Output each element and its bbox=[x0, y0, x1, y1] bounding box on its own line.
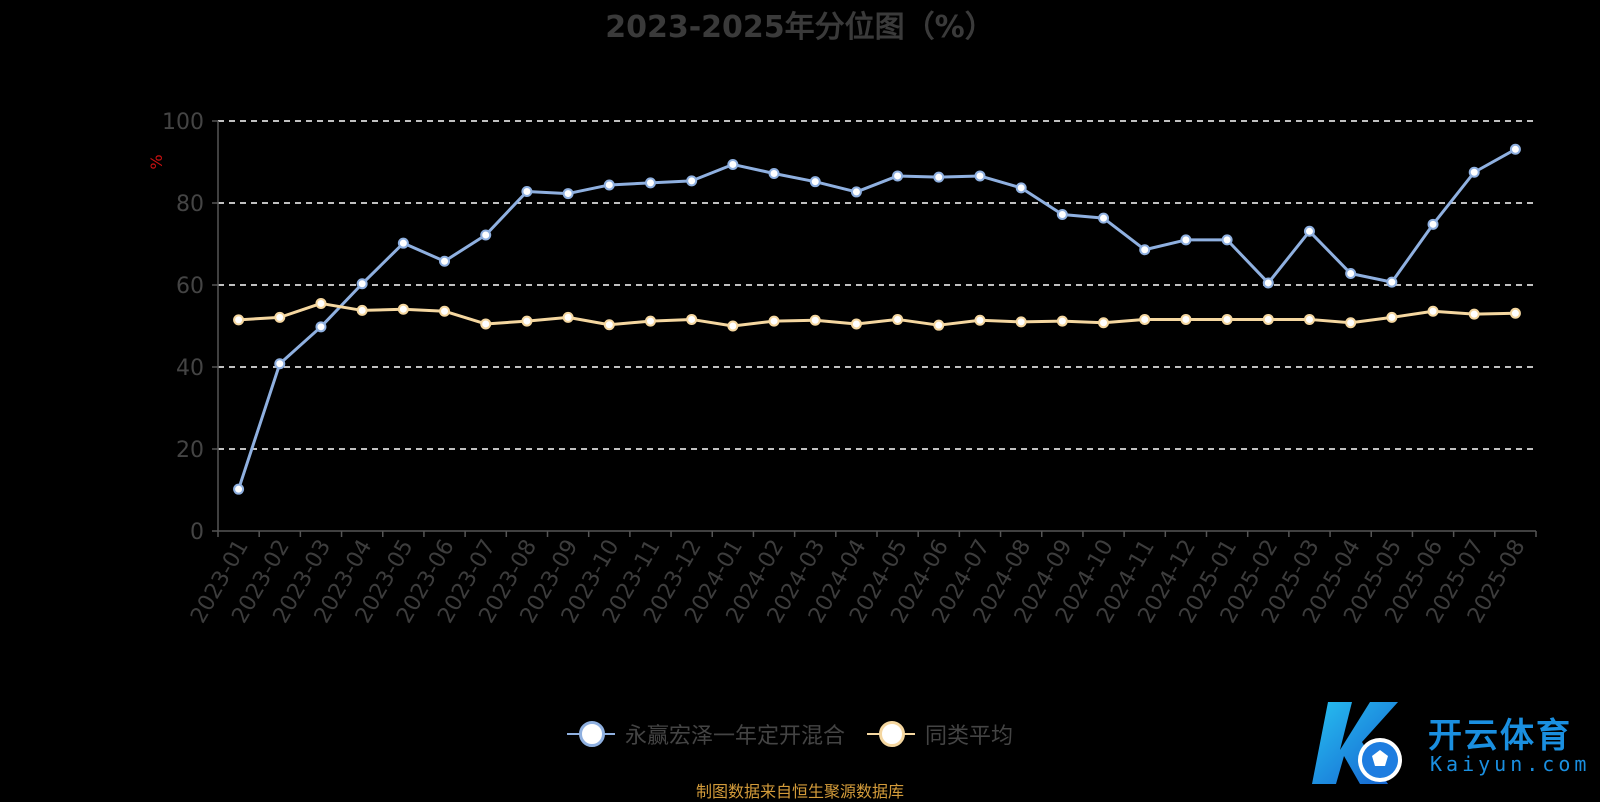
data-point bbox=[974, 314, 986, 326]
data-point bbox=[1386, 311, 1398, 323]
data-point bbox=[727, 158, 739, 170]
data-point bbox=[1345, 317, 1357, 329]
data-point bbox=[521, 186, 533, 198]
y-tick-label: 80 bbox=[176, 192, 204, 217]
data-point bbox=[315, 297, 327, 309]
data-point bbox=[1468, 308, 1480, 320]
data-point bbox=[1221, 234, 1233, 246]
data-point bbox=[1221, 313, 1233, 325]
data-point bbox=[686, 313, 698, 325]
data-point bbox=[727, 320, 739, 332]
data-point bbox=[809, 176, 821, 188]
data-point bbox=[850, 186, 862, 198]
y-axis-label: % bbox=[147, 154, 166, 169]
data-point bbox=[933, 171, 945, 183]
data-point bbox=[562, 311, 574, 323]
y-tick-label: 0 bbox=[190, 520, 204, 545]
data-point bbox=[686, 175, 698, 187]
data-point bbox=[1262, 313, 1274, 325]
data-point bbox=[1509, 307, 1521, 319]
data-point bbox=[933, 319, 945, 331]
data-point bbox=[1015, 182, 1027, 194]
data-point bbox=[1180, 313, 1192, 325]
data-point bbox=[1303, 225, 1315, 237]
data-point bbox=[233, 483, 245, 495]
data-point bbox=[1386, 276, 1398, 288]
data-point bbox=[1139, 313, 1151, 325]
series-line bbox=[237, 147, 1517, 490]
data-point bbox=[1427, 218, 1439, 230]
data-point bbox=[356, 278, 368, 290]
series-1 bbox=[233, 297, 1521, 332]
data-point bbox=[1015, 316, 1027, 328]
data-point bbox=[644, 315, 656, 327]
series-line bbox=[238, 301, 1516, 328]
data-point bbox=[274, 358, 286, 370]
data-point bbox=[274, 311, 286, 323]
data-point bbox=[768, 315, 780, 327]
data-point bbox=[1468, 166, 1480, 178]
data-point bbox=[1139, 244, 1151, 256]
y-tick-label: 40 bbox=[176, 356, 204, 381]
data-point bbox=[1098, 317, 1110, 329]
data-point bbox=[1427, 305, 1439, 317]
legend-label-fund: 永赢宏泽一年定开混合 bbox=[624, 724, 845, 749]
data-point bbox=[562, 188, 574, 200]
data-point bbox=[1509, 143, 1521, 155]
data-point bbox=[809, 314, 821, 326]
kaiyun-logo: 开云体育 Kaiyun.com bbox=[1310, 698, 1590, 788]
data-point bbox=[397, 303, 409, 315]
data-point bbox=[603, 319, 615, 331]
legend-label-peer-average: 同类平均 bbox=[925, 724, 1014, 749]
data-point bbox=[356, 304, 368, 316]
data-point bbox=[892, 313, 904, 325]
data-point bbox=[603, 179, 615, 191]
data-point bbox=[1098, 212, 1110, 224]
series-0 bbox=[233, 143, 1521, 495]
chart-title: 2023-2025年分位图（%） bbox=[605, 10, 995, 45]
data-point bbox=[974, 170, 986, 182]
kaiyun-k-icon bbox=[1312, 702, 1402, 784]
data-point bbox=[1345, 268, 1357, 280]
logo-text: 开云体育 bbox=[1428, 717, 1572, 755]
data-point bbox=[1056, 315, 1068, 327]
data-point bbox=[315, 321, 327, 333]
data-point bbox=[1056, 208, 1068, 220]
logo-subtext: Kaiyun.com bbox=[1430, 752, 1591, 776]
data-point bbox=[1303, 313, 1315, 325]
data-point bbox=[892, 170, 904, 182]
data-point bbox=[439, 255, 451, 267]
data-point bbox=[480, 229, 492, 241]
data-point bbox=[521, 315, 533, 327]
data-point bbox=[480, 318, 492, 330]
y-tick-label: 100 bbox=[162, 110, 204, 135]
data-point bbox=[439, 305, 451, 317]
source-note: 制图数据来自恒生聚源数据库 bbox=[695, 782, 904, 801]
legend-item-peer-average[interactable]: 同类平均 bbox=[867, 718, 1013, 750]
data-point bbox=[233, 314, 245, 326]
data-point bbox=[850, 318, 862, 330]
data-point bbox=[1262, 277, 1274, 289]
legend-marker-peer-average bbox=[867, 721, 915, 747]
chart-legend: 永赢宏泽一年定开混合 同类平均 bbox=[0, 718, 1590, 750]
legend-item-fund[interactable]: 永赢宏泽一年定开混合 bbox=[566, 718, 845, 750]
y-tick-label: 60 bbox=[176, 274, 204, 299]
legend-marker-fund bbox=[566, 721, 615, 747]
data-point bbox=[644, 177, 656, 189]
y-tick-label: 20 bbox=[176, 438, 204, 463]
data-point bbox=[397, 237, 409, 249]
data-point bbox=[768, 167, 780, 179]
data-point bbox=[1180, 234, 1192, 246]
